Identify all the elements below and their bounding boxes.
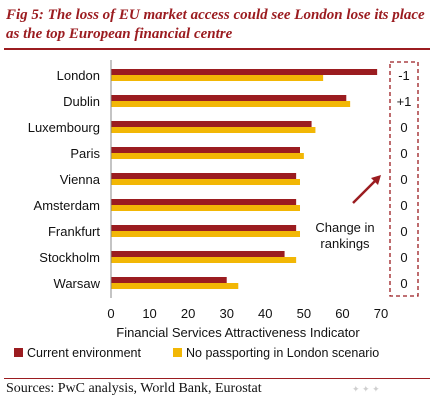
category-labels: London Dublin Luxembourg Paris Vienna Amsterd… bbox=[28, 68, 101, 291]
bar-current bbox=[111, 95, 347, 101]
bar-no-passporting bbox=[111, 101, 351, 107]
annotation-arrow-line bbox=[352, 180, 376, 204]
category-label: Vienna bbox=[60, 172, 101, 187]
annotation-text-line-2: rankings bbox=[320, 236, 370, 251]
ranking-change-label: 0 bbox=[400, 172, 407, 187]
x-axis-label: Financial Services Attractiveness Indica… bbox=[116, 325, 360, 340]
chart-title: Fig 5: The loss of EU market access coul… bbox=[6, 7, 425, 42]
x-tick-labels: 0 10 20 30 40 50 60 70 bbox=[107, 306, 388, 321]
category-label: Stockholm bbox=[39, 250, 100, 265]
annotation-text-line-1: Change in bbox=[315, 220, 374, 235]
ranking-change-label: 0 bbox=[400, 198, 407, 213]
ranking-change-label: 0 bbox=[400, 120, 407, 135]
x-tick-label: 10 bbox=[142, 306, 156, 321]
category-label: Luxembourg bbox=[28, 120, 100, 135]
bar-current bbox=[111, 173, 297, 179]
category-label: Warsaw bbox=[54, 276, 101, 291]
bar-no-passporting bbox=[111, 205, 300, 211]
watermark: ✦ ✦ ✦ bbox=[352, 384, 380, 394]
ranking-change-label: +1 bbox=[397, 94, 412, 109]
x-tick-label: 70 bbox=[374, 306, 388, 321]
bar-no-passporting bbox=[111, 179, 300, 185]
x-tick-label: 30 bbox=[219, 306, 233, 321]
ranking-change-box bbox=[389, 61, 419, 297]
source-note: Sources: PwC analysis, World Bank, Euros… bbox=[6, 381, 262, 396]
ranking-annotation: Change in rankings bbox=[315, 175, 381, 251]
legend: Current environment No passporting in Lon… bbox=[14, 346, 379, 360]
bar-no-passporting bbox=[111, 75, 324, 81]
title-divider bbox=[4, 48, 430, 50]
category-label: Paris bbox=[70, 146, 100, 161]
bar-current bbox=[111, 199, 297, 205]
bar-no-passporting bbox=[111, 153, 304, 159]
annotation-arrowhead bbox=[371, 175, 381, 185]
bar-no-passporting bbox=[111, 127, 316, 133]
ranking-change-label: 0 bbox=[400, 146, 407, 161]
bar-current bbox=[111, 69, 378, 75]
legend-swatch bbox=[14, 348, 23, 357]
legend-label: No passporting in London scenario bbox=[186, 346, 379, 360]
bar-current bbox=[111, 277, 227, 283]
bars bbox=[111, 69, 378, 289]
category-label: Frankfurt bbox=[48, 224, 100, 239]
legend-label: Current environment bbox=[27, 346, 141, 360]
bar-current bbox=[111, 225, 297, 231]
x-tick-label: 0 bbox=[107, 306, 114, 321]
footer-divider bbox=[4, 378, 430, 379]
x-tick-label: 20 bbox=[181, 306, 195, 321]
ranking-change-label: -1 bbox=[398, 68, 410, 83]
ranking-change-label: 0 bbox=[400, 250, 407, 265]
ranking-change-label: 0 bbox=[400, 224, 407, 239]
bar-no-passporting bbox=[111, 231, 300, 237]
category-label: London bbox=[57, 68, 100, 83]
bar-current bbox=[111, 251, 285, 257]
bar-no-passporting bbox=[111, 257, 297, 263]
ranking-change-labels: -1 +1 0 0 0 0 0 0 0 bbox=[397, 68, 412, 291]
category-label: Amsterdam bbox=[34, 198, 100, 213]
x-tick-label: 50 bbox=[297, 306, 311, 321]
category-label: Dublin bbox=[63, 94, 100, 109]
bar-current bbox=[111, 147, 300, 153]
bar-current bbox=[111, 121, 312, 127]
ranking-change-label: 0 bbox=[400, 276, 407, 291]
legend-swatch bbox=[173, 348, 182, 357]
x-tick-label: 40 bbox=[258, 306, 272, 321]
x-tick-label: 60 bbox=[335, 306, 349, 321]
bar-no-passporting bbox=[111, 283, 239, 289]
